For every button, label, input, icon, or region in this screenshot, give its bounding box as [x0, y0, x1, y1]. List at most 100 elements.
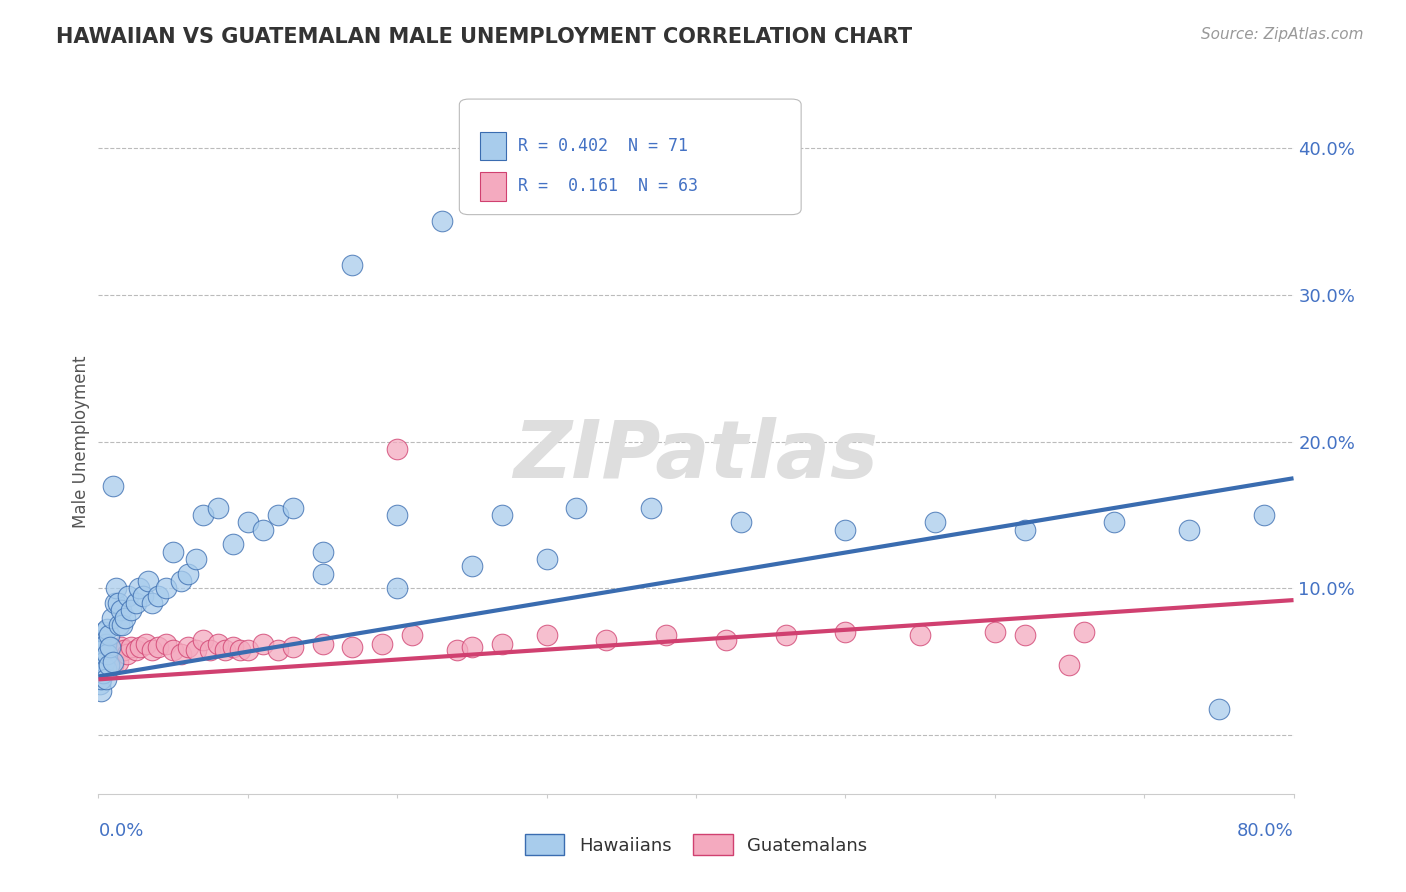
Point	[730, 516, 752, 530]
Point	[536, 552, 558, 566]
Point	[565, 500, 588, 515]
Point	[1014, 523, 1036, 537]
Point	[110, 603, 132, 617]
Point	[207, 637, 229, 651]
Text: R = 0.402  N = 71: R = 0.402 N = 71	[517, 137, 688, 155]
Point	[342, 640, 364, 654]
Point	[101, 610, 124, 624]
Point	[984, 625, 1007, 640]
Point	[107, 596, 129, 610]
Point	[908, 628, 931, 642]
Text: 80.0%: 80.0%	[1237, 822, 1294, 840]
Point	[105, 582, 128, 596]
Point	[252, 523, 274, 537]
Point	[98, 640, 122, 654]
Point	[184, 552, 207, 566]
Point	[141, 643, 163, 657]
Point	[91, 643, 114, 657]
Point	[169, 574, 191, 588]
Point	[125, 596, 148, 610]
Point	[461, 559, 484, 574]
Point	[222, 640, 245, 654]
Point	[103, 655, 125, 669]
Point	[96, 648, 118, 662]
Point	[141, 596, 163, 610]
FancyBboxPatch shape	[479, 132, 506, 161]
Point	[103, 478, 125, 492]
Point	[267, 643, 290, 657]
Point	[229, 643, 252, 657]
Point	[401, 628, 423, 642]
Point	[236, 643, 259, 657]
Point	[96, 623, 118, 637]
Point	[267, 508, 290, 522]
Point	[110, 640, 132, 654]
Point	[135, 637, 157, 651]
Point	[117, 589, 139, 603]
Point	[834, 625, 856, 640]
Point	[385, 582, 409, 596]
Point	[90, 648, 112, 662]
Point	[191, 508, 214, 522]
Point	[207, 500, 229, 515]
Point	[91, 666, 114, 681]
Point	[90, 652, 112, 666]
Point	[1073, 625, 1095, 640]
Point	[640, 500, 662, 515]
Point	[1059, 657, 1081, 672]
Point	[214, 643, 236, 657]
Point	[1014, 628, 1036, 642]
Point	[714, 632, 737, 647]
Point	[89, 652, 111, 666]
Point	[98, 648, 122, 662]
Point	[90, 666, 112, 681]
Point	[446, 643, 468, 657]
Point	[281, 640, 304, 654]
Point	[115, 648, 138, 662]
Point	[342, 258, 364, 272]
Point	[169, 648, 191, 662]
Point	[94, 673, 117, 687]
Point	[91, 662, 114, 676]
Point	[136, 574, 159, 588]
Point	[96, 652, 118, 666]
Point	[125, 643, 148, 657]
Point	[107, 655, 129, 669]
Point	[191, 632, 214, 647]
Point	[90, 662, 112, 676]
Point	[94, 637, 117, 651]
Point	[93, 640, 115, 654]
Point	[200, 643, 222, 657]
Point	[184, 643, 207, 657]
Text: HAWAIIAN VS GUATEMALAN MALE UNEMPLOYMENT CORRELATION CHART: HAWAIIAN VS GUATEMALAN MALE UNEMPLOYMENT…	[56, 27, 912, 46]
Point	[90, 684, 112, 698]
Point	[104, 596, 127, 610]
Point	[91, 657, 114, 672]
Point	[97, 628, 120, 642]
Point	[129, 640, 152, 654]
Y-axis label: Male Unemployment: Male Unemployment	[72, 355, 90, 528]
Text: ZIPatlas: ZIPatlas	[513, 417, 879, 495]
Point	[1178, 523, 1201, 537]
Point	[90, 632, 112, 647]
Point	[1208, 702, 1230, 716]
Point	[120, 603, 142, 617]
Point	[101, 652, 124, 666]
Text: 0.0%: 0.0%	[98, 822, 143, 840]
Point	[155, 637, 177, 651]
Point	[162, 643, 184, 657]
Point	[108, 618, 131, 632]
Point	[1253, 508, 1275, 522]
Point	[93, 655, 115, 669]
FancyBboxPatch shape	[460, 99, 801, 215]
Point	[91, 648, 114, 662]
Point	[114, 610, 136, 624]
Point	[93, 655, 115, 669]
Point	[112, 643, 135, 657]
Point	[177, 640, 200, 654]
Point	[430, 214, 453, 228]
Point	[834, 523, 856, 537]
Point	[595, 632, 617, 647]
Point	[655, 628, 678, 642]
Point	[94, 643, 117, 657]
